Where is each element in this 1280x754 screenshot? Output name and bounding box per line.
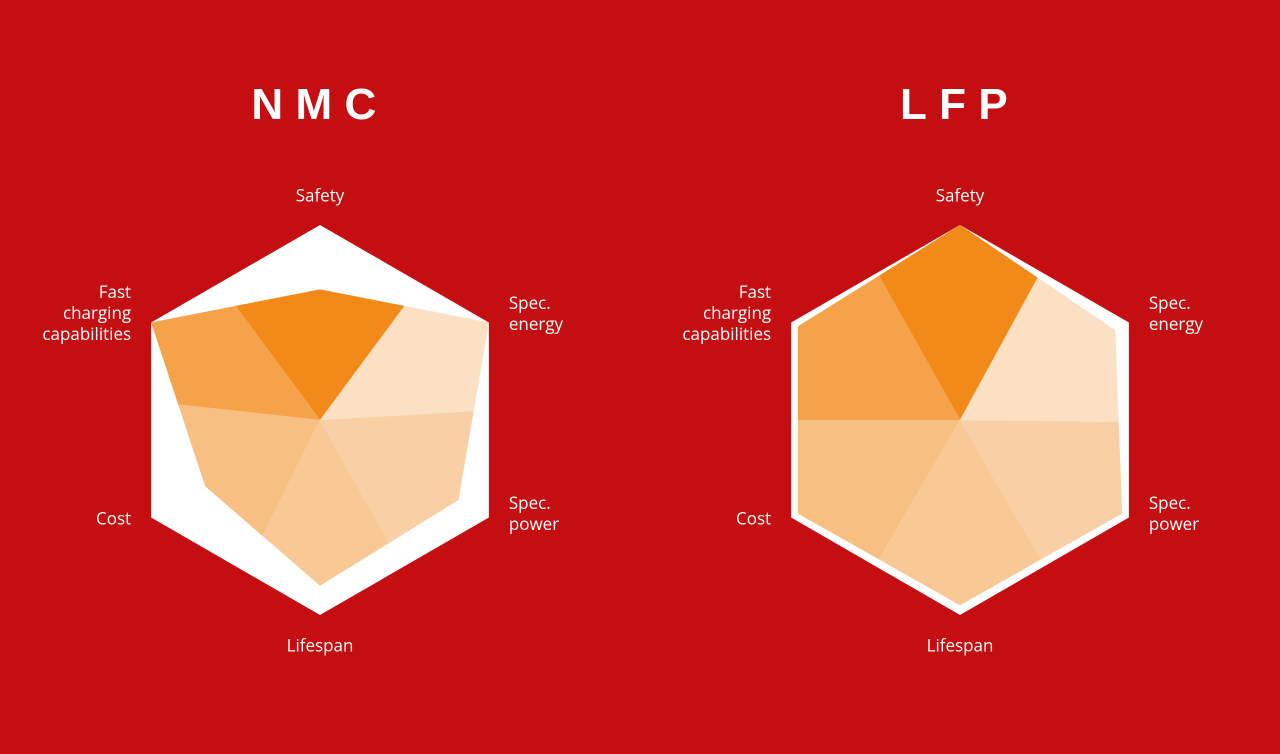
axis-label-spec_power: Spec. power — [509, 491, 559, 534]
axis-label-safety: Safety — [296, 184, 345, 205]
radar-lfp — [755, 215, 1165, 625]
chart-nmc: SafetySpec. energySpec. powerLifespanCos… — [115, 215, 525, 625]
axis-label-safety: Safety — [936, 184, 985, 205]
axis-label-lifespan: Lifespan — [927, 634, 994, 655]
axis-label-spec_energy: Spec. energy — [1149, 291, 1203, 334]
title-nmc: NMC — [0, 80, 640, 130]
axis-label-fast_charging: Fast charging capabilities — [42, 281, 131, 345]
axis-label-spec_power: Spec. power — [1149, 491, 1199, 534]
radar-nmc — [115, 215, 525, 625]
axis-label-fast_charging: Fast charging capabilities — [682, 281, 771, 345]
panel-nmc: NMC SafetySpec. energySpec. powerLifespa… — [0, 0, 640, 754]
chart-lfp: SafetySpec. energySpec. powerLifespanCos… — [755, 215, 1165, 625]
comparison-stage: NMC SafetySpec. energySpec. powerLifespa… — [0, 0, 1280, 754]
axis-label-lifespan: Lifespan — [287, 634, 354, 655]
axis-label-spec_energy: Spec. energy — [509, 291, 563, 334]
axis-label-cost: Cost — [96, 507, 131, 528]
panel-lfp: LFP SafetySpec. energySpec. powerLifespa… — [640, 0, 1280, 754]
title-lfp: LFP — [640, 80, 1280, 130]
axis-label-cost: Cost — [736, 507, 771, 528]
